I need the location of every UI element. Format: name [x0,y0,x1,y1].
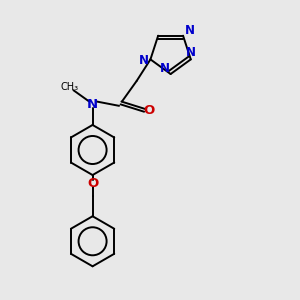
Text: CH₃: CH₃ [61,82,79,92]
Text: N: N [184,24,194,37]
Text: O: O [144,104,155,117]
Text: O: O [87,177,98,190]
Text: N: N [139,54,149,68]
Text: N: N [87,98,98,111]
Text: N: N [186,46,196,59]
Text: N: N [160,62,170,75]
